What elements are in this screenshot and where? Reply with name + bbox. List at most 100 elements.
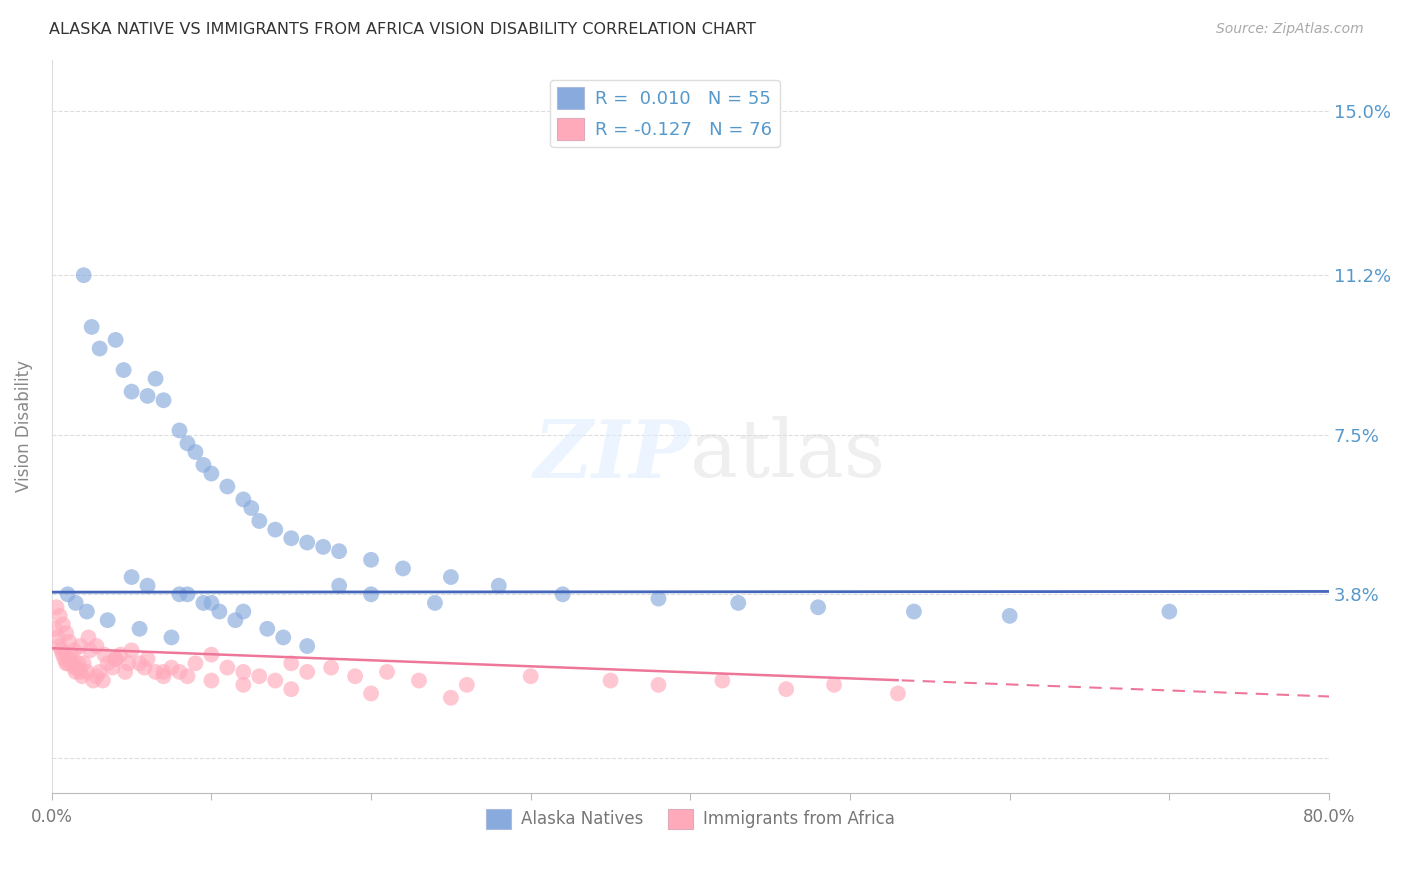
Point <box>647 591 669 606</box>
Point <box>328 544 350 558</box>
Point <box>360 587 382 601</box>
Point <box>128 657 150 671</box>
Point <box>101 660 124 674</box>
Point <box>647 678 669 692</box>
Point <box>77 631 100 645</box>
Point <box>121 643 143 657</box>
Point <box>200 648 222 662</box>
Point <box>998 608 1021 623</box>
Point <box>69 639 91 653</box>
Y-axis label: Vision Disability: Vision Disability <box>15 360 32 492</box>
Point <box>112 363 135 377</box>
Point <box>121 570 143 584</box>
Point <box>136 389 159 403</box>
Point <box>271 631 294 645</box>
Point <box>176 436 198 450</box>
Point <box>152 665 174 679</box>
Point <box>176 587 198 601</box>
Point <box>160 660 183 674</box>
Point <box>65 596 87 610</box>
Point <box>224 613 246 627</box>
Point <box>79 643 101 657</box>
Point <box>48 639 70 653</box>
Point <box>93 648 115 662</box>
Point <box>63 643 86 657</box>
Point <box>232 605 254 619</box>
Point <box>775 682 797 697</box>
Point <box>152 393 174 408</box>
Point <box>295 665 318 679</box>
Point <box>280 657 302 671</box>
Point <box>104 333 127 347</box>
Point <box>121 384 143 399</box>
Point <box>55 626 77 640</box>
Point <box>247 514 270 528</box>
Point <box>48 608 70 623</box>
Point <box>67 657 90 671</box>
Point <box>62 657 84 671</box>
Point <box>80 320 103 334</box>
Point <box>217 479 239 493</box>
Point <box>344 669 367 683</box>
Point <box>73 268 96 283</box>
Point <box>82 673 104 688</box>
Point <box>280 531 302 545</box>
Point <box>136 652 159 666</box>
Point <box>807 600 830 615</box>
Point <box>89 342 111 356</box>
Point <box>232 665 254 679</box>
Point <box>45 600 67 615</box>
Point <box>519 669 541 683</box>
Point <box>551 587 574 601</box>
Point <box>456 678 478 692</box>
Point <box>76 665 98 679</box>
Text: atlas: atlas <box>690 417 886 494</box>
Point <box>128 622 150 636</box>
Point <box>110 648 132 662</box>
Point <box>280 682 302 697</box>
Point <box>169 665 191 679</box>
Point <box>256 622 278 636</box>
Point <box>70 669 93 683</box>
Point <box>52 648 75 662</box>
Point <box>56 657 79 671</box>
Point <box>58 634 80 648</box>
Point <box>52 617 75 632</box>
Point <box>193 458 215 472</box>
Point <box>160 631 183 645</box>
Point <box>903 605 925 619</box>
Point <box>69 665 91 679</box>
Point <box>200 673 222 688</box>
Point <box>823 678 845 692</box>
Point <box>55 657 77 671</box>
Point <box>53 652 76 666</box>
Point <box>86 669 108 683</box>
Point <box>375 665 398 679</box>
Point <box>63 660 86 674</box>
Point <box>200 467 222 481</box>
Point <box>44 622 66 636</box>
Point <box>152 669 174 683</box>
Point <box>488 579 510 593</box>
Point <box>136 579 159 593</box>
Point <box>89 665 111 679</box>
Text: ZIP: ZIP <box>533 417 690 494</box>
Point <box>200 596 222 610</box>
Text: Source: ZipAtlas.com: Source: ZipAtlas.com <box>1216 22 1364 37</box>
Point <box>114 665 136 679</box>
Point <box>264 523 287 537</box>
Point <box>193 596 215 610</box>
Point <box>711 673 734 688</box>
Point <box>184 445 207 459</box>
Point <box>423 596 446 610</box>
Point <box>51 643 73 657</box>
Point <box>117 657 139 671</box>
Point <box>169 587 191 601</box>
Point <box>295 639 318 653</box>
Point <box>440 690 463 705</box>
Point <box>59 648 82 662</box>
Point <box>56 587 79 601</box>
Point <box>169 424 191 438</box>
Point <box>46 631 69 645</box>
Point <box>65 665 87 679</box>
